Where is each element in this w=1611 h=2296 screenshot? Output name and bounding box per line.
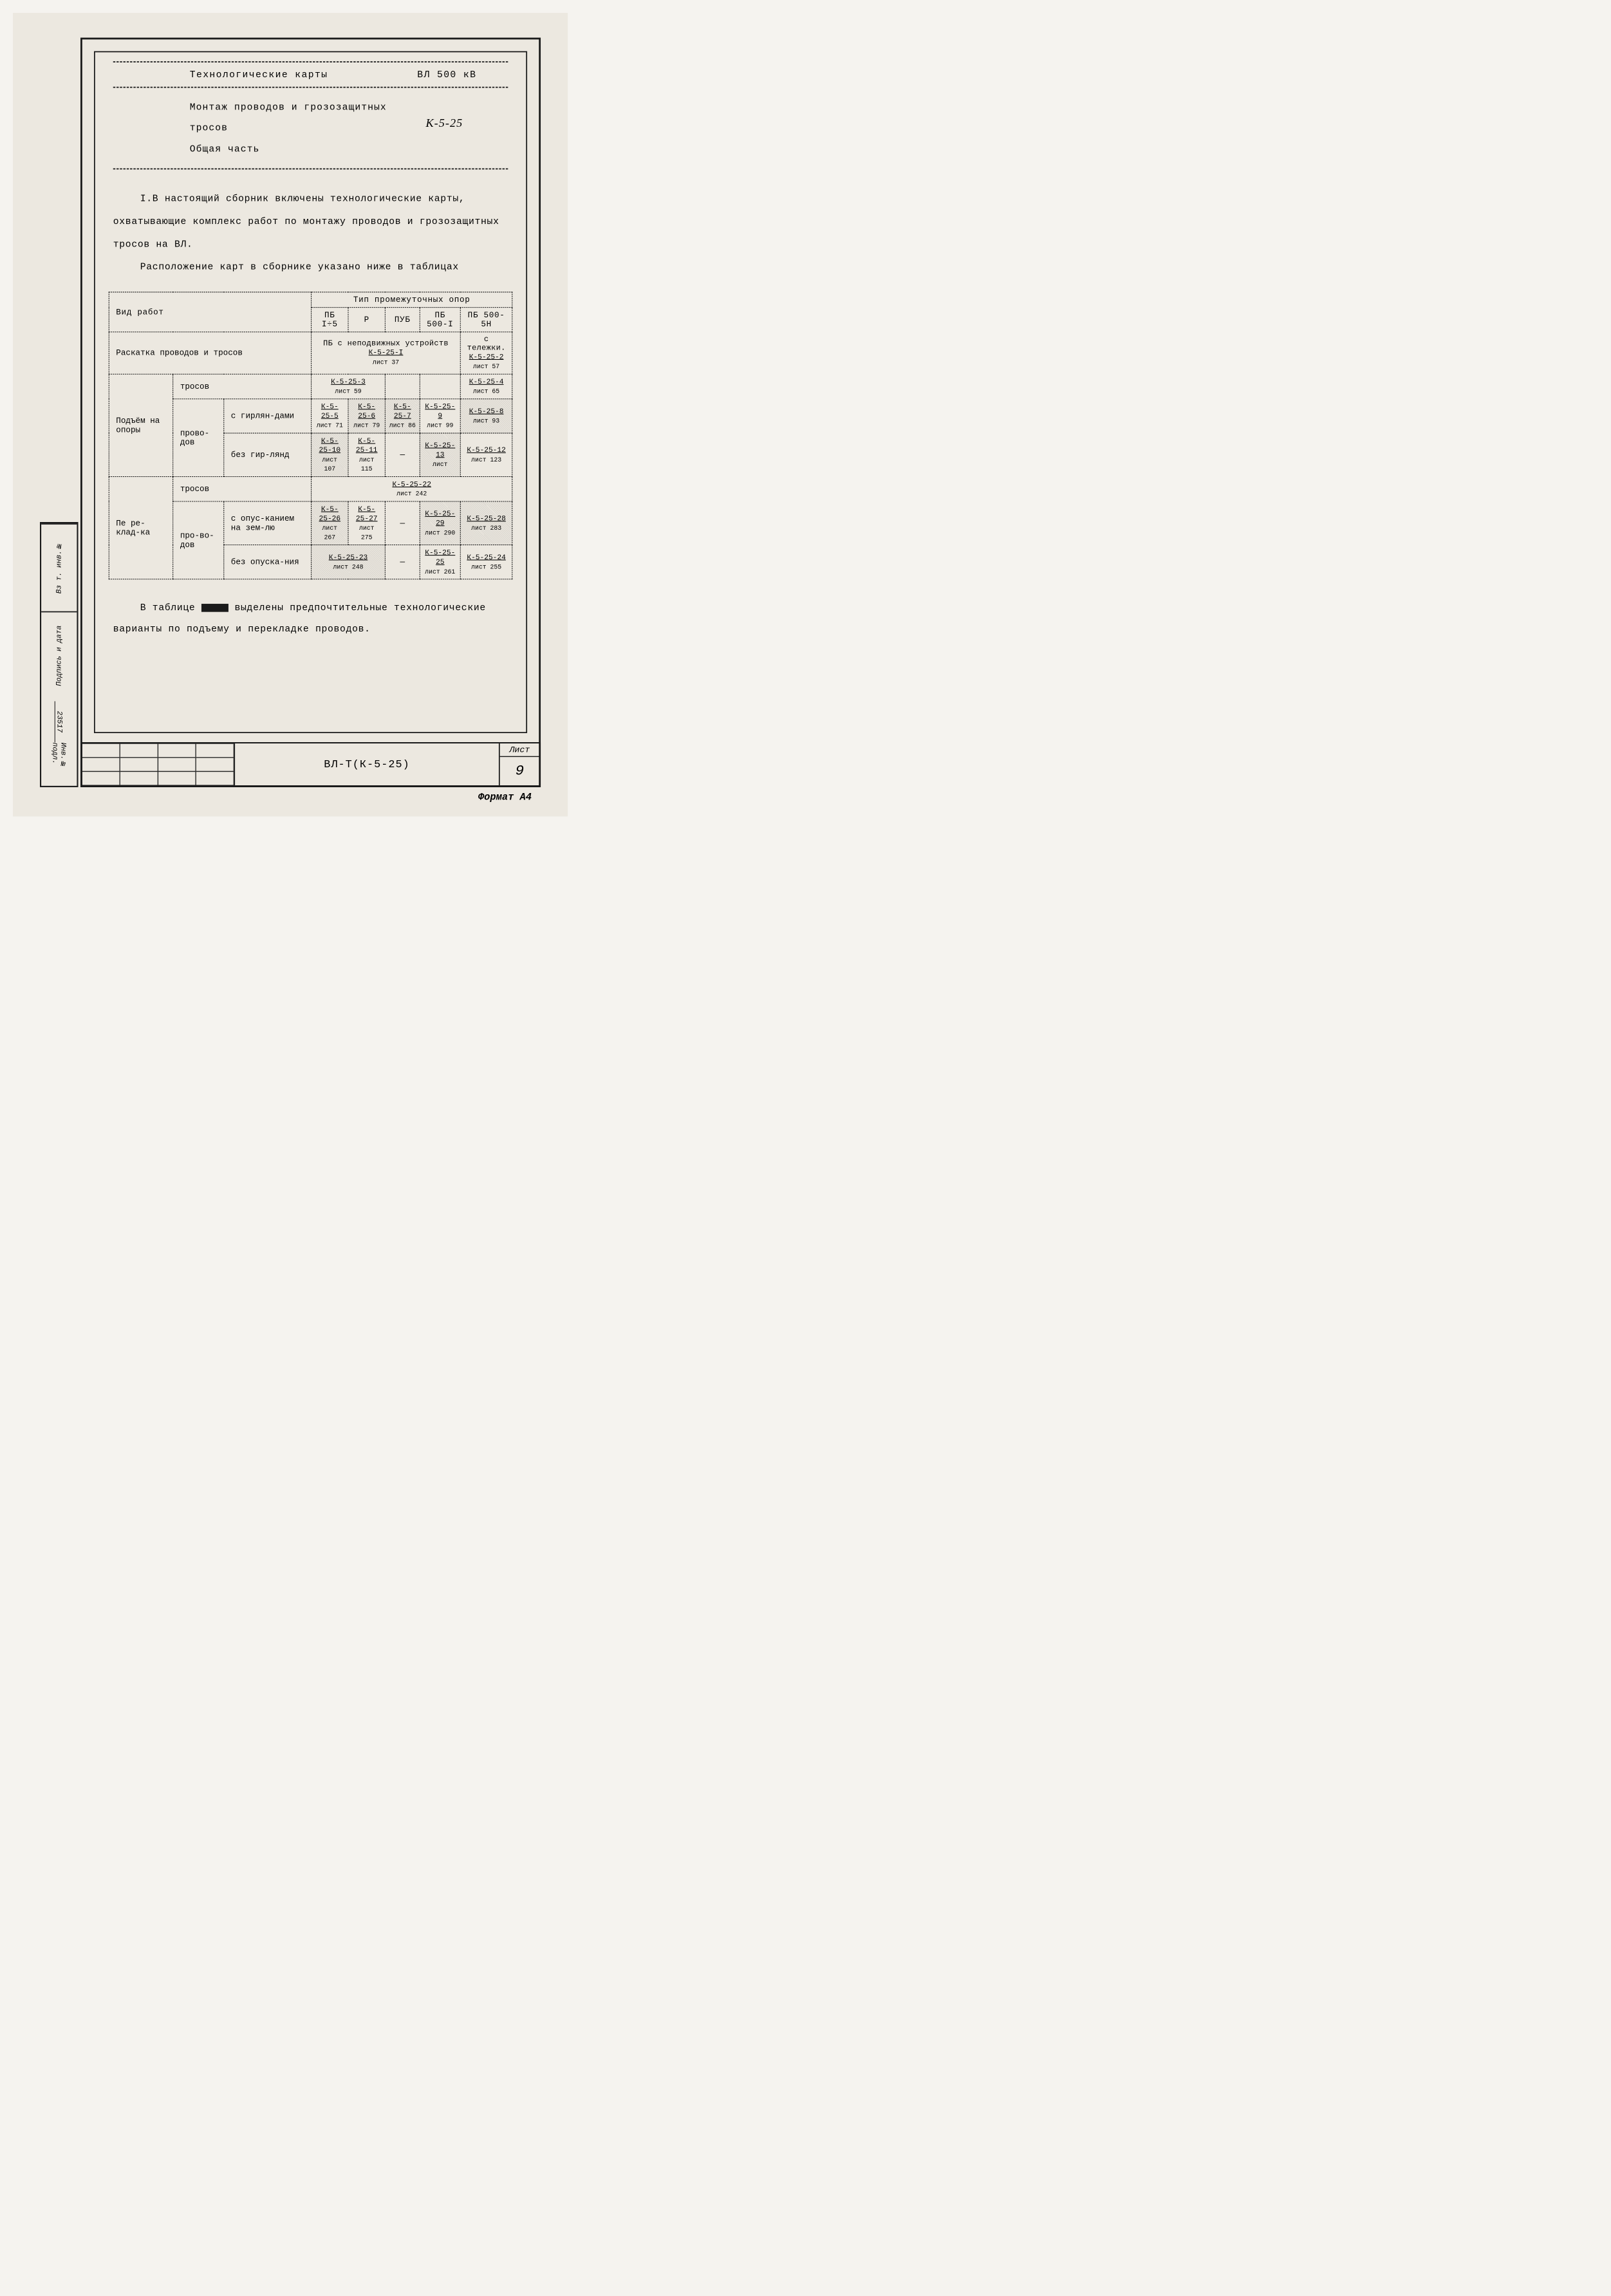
cell-bg-1: К-5-25-10лист 107 [312, 433, 348, 477]
title-block: ВЛ-Т(К-5-25) Лист 9 [80, 742, 541, 787]
cell-op-3: — [385, 501, 420, 545]
podem-trosov-label: тросов [173, 374, 312, 399]
title-block-sheet: Лист 9 [499, 743, 539, 785]
ref-k5-25-1: К-5-25-I лист 37 [315, 348, 457, 367]
para-1: I.В настоящий сборник включены технологи… [113, 187, 508, 256]
grid-cell [196, 743, 234, 758]
ref-k5-25-4: К-5-25-4 лист 65 [465, 377, 508, 396]
cell-g-3: К-5-25-7лист 86 [385, 399, 420, 433]
col-pb15: ПБ I÷5 [312, 308, 348, 332]
cell-bg-2: К-5-25-11лист 115 [348, 433, 385, 477]
shading-sample-icon [201, 604, 228, 612]
subtitle-line-3: Общая часть [190, 138, 495, 159]
header-section: Технологические карты ВЛ 500 кВ Монтаж п… [95, 52, 526, 174]
cell-bg-4: К-5-25-13лист [420, 433, 460, 477]
cell-g-1: К-5-25-5лист 71 [312, 399, 348, 433]
index-table: Вид работ Тип промежуточных опор ПБ I÷5 … [109, 292, 513, 579]
ref-k5-25-22: К-5-25-22 лист 242 [315, 480, 508, 498]
col-r: Р [348, 308, 385, 332]
cell-bg-3: — [385, 433, 420, 477]
pereklad-bez-opusk-label: без опуска-ния [224, 545, 312, 579]
cell-g-4: К-5-25-9лист 99 [420, 399, 460, 433]
inner-frame: Технологические карты ВЛ 500 кВ Монтаж п… [94, 51, 527, 733]
raskatka-col5-text: с тележки. [465, 335, 508, 353]
ref-k5-25-3: К-5-25-3 лист 59 [315, 377, 382, 396]
podem-girland-label: с гирлян-дами [224, 399, 312, 433]
cell-podem-trosov-mid: К-5-25-3 лист 59 [312, 374, 386, 399]
grid-cell [82, 743, 120, 758]
title-block-doc-id: ВЛ-Т(К-5-25) [235, 743, 499, 785]
stamp-sign-date: Подпись и дата [41, 611, 77, 700]
row-podem-trosov: Подъём на опоры тросов К-5-25-3 лист 59 … [109, 374, 512, 399]
cell-empty [385, 374, 420, 399]
doc-title: Технологические карты [190, 70, 328, 80]
header-row: Технологические карты ВЛ 500 кВ [113, 62, 508, 87]
cell-raskatka-col5: с тележки. К-5-25-2 лист 57 [460, 332, 512, 374]
grid-cell [82, 758, 120, 772]
cell-op-2: К-5-25-27лист 275 [348, 501, 385, 545]
col-pb500-5n: ПБ 500-5Н [460, 308, 512, 332]
footer-note: В таблице выделены предпочтительные техн… [95, 584, 526, 653]
row-raskatka-label: Раскатка проводов и тросов [109, 332, 311, 374]
body-paragraphs: I.В настоящий сборник включены технологи… [95, 174, 526, 287]
col-pb500-1: ПБ 500-I [420, 308, 460, 332]
cell-op-5: К-5-25-28лист 283 [460, 501, 512, 545]
podem-bez-girland-label: без гир-лянд [224, 433, 312, 477]
col-header-works: Вид работ [109, 292, 311, 332]
grid-cell [158, 771, 196, 785]
col-pub: ПУБ [385, 308, 420, 332]
dash-rule [113, 169, 508, 170]
grid-cell [120, 758, 158, 772]
group-pereklad-label: Пе ре-клад-ка [109, 476, 173, 579]
grid-cell [196, 771, 234, 785]
subtitle-block: Монтаж проводов и грозозащитных тросов О… [113, 88, 508, 169]
pereklad-trosov-label: тросов [173, 476, 312, 501]
cell-bo-4: К-5-25-25лист 261 [420, 545, 460, 579]
row-raskatka: Раскатка проводов и тросов ПБ с неподвиж… [109, 332, 512, 374]
doc-code: К-5-25 [425, 111, 463, 136]
cell-bo-5: К-5-25-24лист 255 [460, 545, 512, 579]
row-pereklad-trosov: Пе ре-клад-ка тросов К-5-25-22 лист 242 [109, 476, 512, 501]
side-stamp-column: Вз т. инв.№ Подпись и дата Инв.№ подл. 2… [40, 522, 79, 787]
ref-k5-25-2: К-5-25-2 лист 57 [465, 352, 508, 371]
footer-pre: В таблице [140, 602, 196, 613]
grid-cell [158, 743, 196, 758]
cell-bg-5: К-5-25-12лист 123 [460, 433, 512, 477]
cell-podem-trosov-5: К-5-25-4 лист 65 [460, 374, 512, 399]
cell-op-4: К-5-25-29лист 290 [420, 501, 460, 545]
sheet-number: 9 [500, 757, 539, 785]
grid-cell [196, 758, 234, 772]
pereklad-provodov-label: про-во-дов [173, 501, 224, 579]
podem-provodov-label: прово-дов [173, 399, 224, 477]
cell-g-5: К-5-25-8лист 93 [460, 399, 512, 433]
para-2: Расположение карт в сборнике указано ниж… [113, 256, 508, 278]
cell-op-1: К-5-25-26лист 267 [312, 501, 348, 545]
title-block-grid [82, 743, 235, 785]
pereklad-opusk-label: с опус-канием на зем-лю [224, 501, 312, 545]
col-group-header: Тип промежуточных опор [312, 292, 512, 308]
grid-cell [120, 771, 158, 785]
cell-bo-12: К-5-25-23лист 248 [312, 545, 386, 579]
grid-cell [158, 758, 196, 772]
stamp-inv-number: 23517 [55, 702, 64, 743]
table-header-row: Вид работ Тип промежуточных опор [109, 292, 512, 308]
cell-bo-3: — [385, 545, 420, 579]
doc-classification: ВЛ 500 кВ [417, 70, 476, 80]
cell-raskatka-span: ПБ с неподвижных устройств К-5-25-I лист… [312, 332, 461, 374]
grid-cell [120, 743, 158, 758]
cell-g-2: К-5-25-6лист 79 [348, 399, 385, 433]
stamp-inv-podl: Инв.№ подл. 23517 [41, 699, 77, 786]
grid-cell [82, 771, 120, 785]
stamp-inv-vz: Вз т. инв.№ [41, 523, 77, 611]
sheet-label: Лист [500, 743, 539, 757]
group-podem-label: Подъём на опоры [109, 374, 173, 476]
stamp-inv-label: Инв.№ подл. [51, 742, 68, 783]
cell-pereklad-trosov-mid: К-5-25-22 лист 242 [312, 476, 512, 501]
cell-empty [420, 374, 460, 399]
format-label: Формат А4 [478, 792, 532, 803]
document-page: Вз т. инв.№ Подпись и дата Инв.№ подл. 2… [13, 13, 568, 816]
raskatka-span-text: ПБ с неподвижных устройств [315, 339, 457, 348]
